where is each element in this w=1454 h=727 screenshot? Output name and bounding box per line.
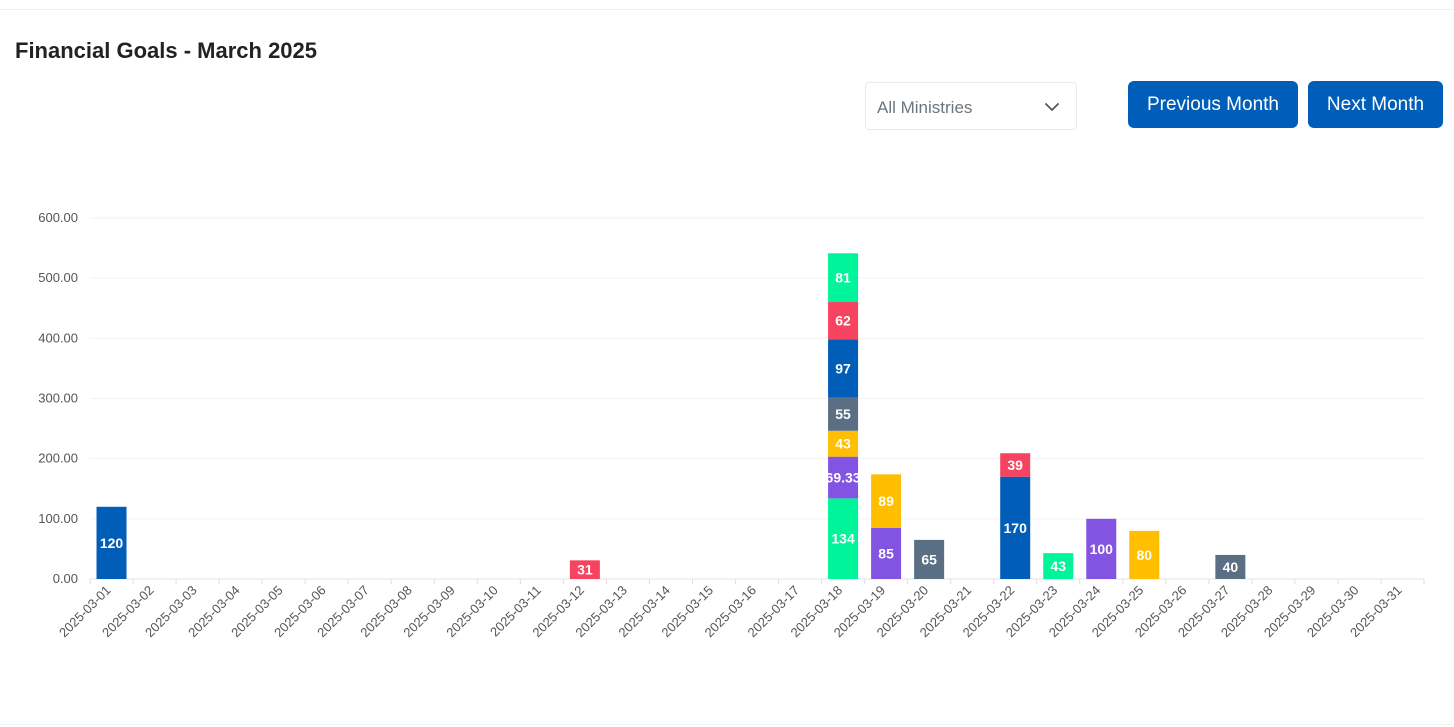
y-tick-label: 300.00 [38,391,78,406]
chevron-down-icon [1045,103,1059,111]
y-tick-label: 200.00 [38,451,78,466]
next-month-button[interactable]: Next Month [1308,81,1443,128]
bar-segment [1215,554,1246,579]
bar-data-label: 134 [831,531,855,547]
bar-segment [1043,553,1074,579]
y-tick-label: 600.00 [38,210,78,225]
bar-segment [1129,530,1160,579]
bar-segment [828,397,859,431]
bar-data-label: 100 [1090,541,1114,557]
page-title: Financial Goals - March 2025 [15,38,318,63]
bar-segment [914,539,945,579]
bar-data-label: 43 [1050,558,1066,574]
y-tick-label: 100.00 [38,511,78,526]
bar-data-label: 120 [100,535,124,551]
bar-data-label: 89 [878,493,894,509]
y-tick-label: 400.00 [38,330,78,345]
bar-data-label: 55 [835,406,851,422]
ministry-select-value: All Ministries [877,98,973,117]
bar-segment [1000,453,1031,477]
bar-data-label: 85 [878,545,894,561]
bottom-divider [0,724,1454,725]
bar-segment [828,339,859,398]
previous-month-button[interactable]: Previous Month [1128,81,1298,128]
y-tick-label: 500.00 [38,270,78,285]
top-divider [0,9,1454,10]
bar-segment [1000,476,1031,579]
bar-segment [96,506,127,579]
bar-segment [828,456,859,499]
bar-data-label: 69.33 [826,470,861,486]
bar-segment [828,430,859,457]
bar-data-label: 81 [835,270,851,286]
bar-segment [828,253,859,303]
bar-segment [828,498,859,579]
bar-segment [871,474,902,528]
bar-data-label: 97 [835,361,851,377]
bar-data-label: 31 [577,562,593,578]
bar-segment [871,527,902,579]
bar-data-label: 65 [921,551,937,567]
y-tick-label: 0.00 [53,571,78,586]
bar-data-label: 80 [1137,547,1153,563]
ministry-select[interactable]: All Ministries [865,82,1077,130]
bar-data-label: 39 [1007,457,1023,473]
bar-data-label: 40 [1223,559,1239,575]
bar-data-label: 43 [835,436,851,452]
bar-segment [828,302,859,340]
bar-segment [1086,518,1117,579]
bar-segment [569,560,600,579]
bar-data-label: 170 [1004,520,1028,536]
bar-data-label: 62 [835,313,851,329]
